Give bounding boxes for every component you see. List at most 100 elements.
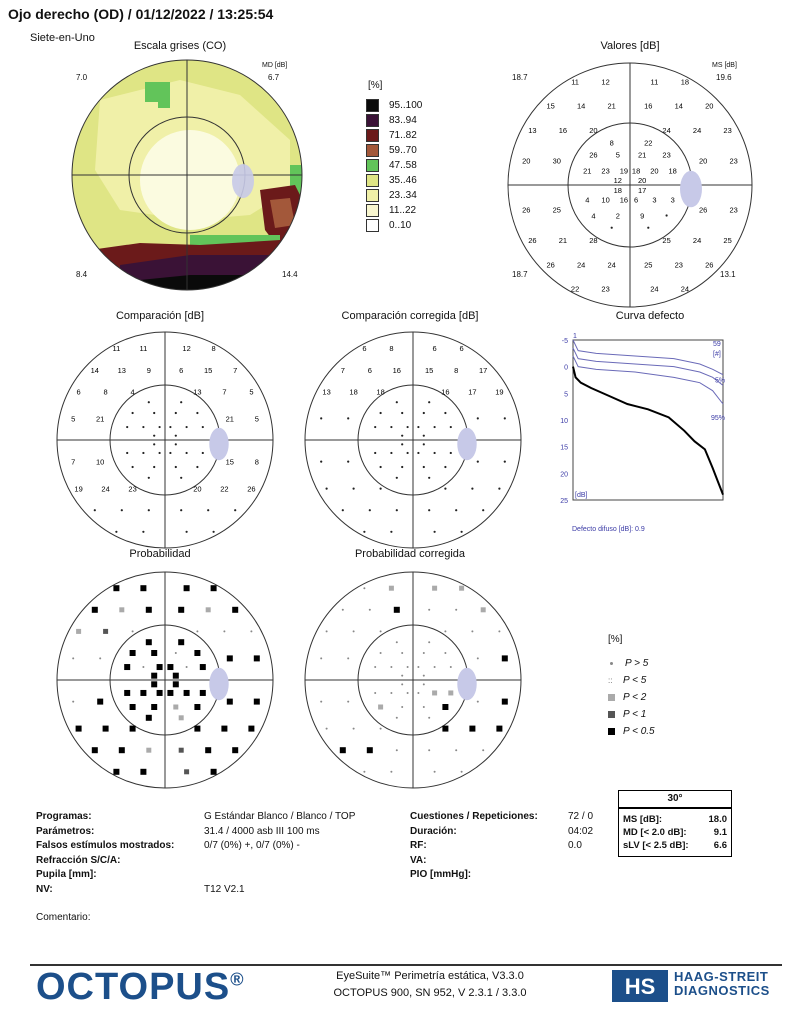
test-point-dot bbox=[174, 465, 177, 469]
prob-symbol bbox=[232, 606, 239, 613]
test-point-value: 11 bbox=[113, 344, 121, 353]
prob-symbol bbox=[428, 608, 431, 611]
test-point-value: 20 bbox=[589, 126, 597, 135]
blind-spot bbox=[680, 170, 702, 208]
footer-divider bbox=[30, 964, 782, 966]
prob-symbol bbox=[124, 689, 131, 696]
test-point-value: 14 bbox=[91, 366, 99, 375]
test-point-dot bbox=[201, 451, 204, 455]
test-point-value: 18 bbox=[614, 186, 622, 195]
curve-y-tick: 5 bbox=[564, 391, 568, 398]
test-point-dot bbox=[460, 530, 463, 533]
prob-symbol bbox=[341, 608, 344, 611]
blind-spot bbox=[457, 427, 477, 461]
test-point-value: 15 bbox=[204, 366, 212, 375]
info-row: PIO [mmHg]: bbox=[410, 869, 472, 880]
test-point-value: 14 bbox=[675, 102, 683, 111]
test-point-value: 21 bbox=[559, 236, 567, 245]
test-point-value: 8 bbox=[610, 138, 614, 147]
test-point-value: 6 bbox=[433, 344, 437, 353]
test-point-value: 21 bbox=[226, 414, 234, 423]
prob-symbol bbox=[379, 727, 382, 730]
info-row: VA: bbox=[410, 854, 427, 866]
test-point-value: 24 bbox=[101, 485, 109, 494]
prob-symbol bbox=[393, 606, 400, 613]
curve-x-start: 1 bbox=[573, 333, 577, 340]
test-point-dot bbox=[341, 509, 344, 512]
test-point-value: 4 bbox=[131, 387, 135, 396]
prob-symbol bbox=[469, 725, 476, 732]
test-point-value: 16 bbox=[559, 126, 567, 135]
prob-symbol bbox=[401, 674, 404, 677]
prob-symbol bbox=[368, 608, 371, 611]
prob-symbol bbox=[480, 607, 486, 613]
probabilidad-corregida-plot bbox=[304, 571, 522, 789]
test-point-value: 26 bbox=[705, 260, 713, 269]
test-point-value: 24 bbox=[681, 285, 689, 294]
test-point-dot bbox=[422, 411, 425, 415]
test-point-value: 21 bbox=[638, 151, 646, 160]
test-point-dot bbox=[212, 530, 215, 533]
test-point-value: 5 bbox=[616, 151, 620, 160]
test-point-dot bbox=[374, 451, 377, 455]
test-point-dot bbox=[444, 487, 447, 490]
test-point-value: 25 bbox=[553, 205, 561, 214]
test-point-dot bbox=[390, 425, 393, 429]
test-point-value: 30 bbox=[553, 157, 561, 166]
prob-symbol bbox=[448, 690, 454, 696]
scale-legend-item: 47..58 bbox=[366, 158, 422, 173]
prob-symbol bbox=[390, 770, 393, 773]
prob-symbol bbox=[432, 585, 438, 591]
valores-md-value: 19.6 bbox=[716, 73, 732, 82]
test-point-dot bbox=[374, 425, 377, 429]
prob-symbol bbox=[167, 689, 174, 696]
prob-symbol bbox=[433, 770, 436, 773]
test-point-dot bbox=[417, 425, 420, 429]
test-point-value: 23 bbox=[730, 205, 738, 214]
test-point-value: 23 bbox=[601, 285, 609, 294]
prob-symbol bbox=[401, 706, 404, 708]
test-point-dot bbox=[379, 465, 382, 469]
grayscale-tl: 7.0 bbox=[76, 73, 88, 82]
prob-symbol bbox=[444, 652, 447, 654]
prob-symbol bbox=[76, 628, 82, 634]
prob-legend-symbol bbox=[610, 662, 613, 665]
prob-symbol bbox=[325, 630, 328, 633]
test-point-value: 15 bbox=[226, 458, 234, 467]
curve-label-5: 5% bbox=[715, 378, 725, 385]
test-point-dot bbox=[647, 226, 650, 229]
prob-symbol bbox=[442, 725, 449, 732]
test-point-dot bbox=[428, 476, 431, 479]
prob-legend-item: P < 1 bbox=[608, 706, 655, 723]
curva-diffuse: Defecto difuso [dB]: 0.9 bbox=[572, 526, 645, 533]
prob-symbol bbox=[455, 608, 458, 611]
prob-symbol bbox=[496, 725, 503, 732]
test-point-dot bbox=[115, 530, 118, 533]
test-point-dot bbox=[401, 443, 404, 446]
test-point-value: 23 bbox=[128, 485, 136, 494]
prob-symbol bbox=[146, 747, 152, 753]
test-point-value: 13 bbox=[193, 387, 201, 396]
test-point-dot bbox=[174, 411, 177, 415]
prob-symbol bbox=[103, 628, 109, 634]
prob-symbol bbox=[124, 664, 131, 671]
probabilidad-corregida-title: Probabilidad corregida bbox=[354, 548, 466, 560]
test-point-dot bbox=[93, 509, 96, 512]
test-point-value: 26 bbox=[589, 151, 597, 160]
curva-title: Curva defecto bbox=[615, 310, 685, 322]
valores-tl: 18.7 bbox=[512, 73, 528, 82]
test-point-dot bbox=[347, 460, 350, 463]
prob-symbol bbox=[422, 652, 425, 654]
scale-legend-item: 23..34 bbox=[366, 188, 422, 203]
prob-symbol bbox=[210, 768, 217, 775]
test-point-value: 13 bbox=[528, 126, 536, 135]
test-point-value: 24 bbox=[693, 126, 701, 135]
test-point-dot bbox=[352, 487, 355, 490]
curve-label-95: 95% bbox=[711, 415, 725, 422]
prob-symbol bbox=[406, 666, 409, 669]
prob-symbol bbox=[129, 725, 136, 732]
prob-symbol bbox=[374, 691, 377, 694]
prob-symbol bbox=[347, 700, 350, 703]
prob-symbol bbox=[401, 683, 404, 686]
curva-chart: -5 0 5 10 15 20 25 1 59 [#] [dB] 5% 95% bbox=[560, 333, 725, 505]
